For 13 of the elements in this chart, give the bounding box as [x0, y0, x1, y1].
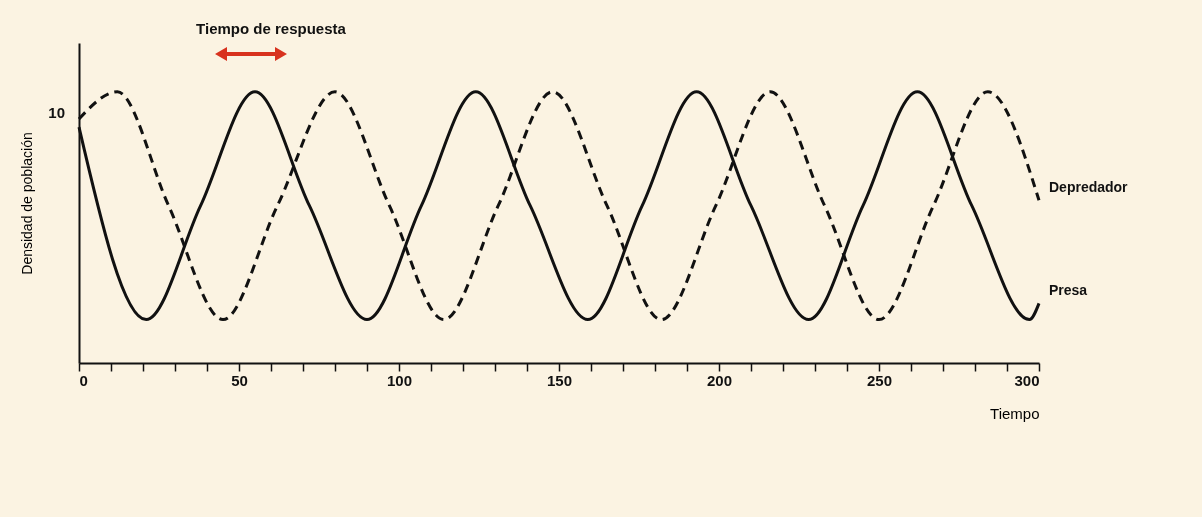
- x-tick-label: 0: [79, 371, 88, 389]
- x-tick-label: 150: [546, 371, 573, 389]
- series-label: Depredador: [1049, 179, 1129, 196]
- x-tick-label: 200: [706, 371, 733, 389]
- series-label: Presa: [1049, 282, 1088, 299]
- y-axis-title: Densidad de población: [18, 132, 35, 275]
- x-tick-label: 300: [1014, 371, 1040, 389]
- x-tick-label: 250: [866, 371, 893, 389]
- text: 10: [48, 104, 65, 122]
- text: Tiempo de respuesta: [196, 20, 347, 37]
- x-tick-label: 50: [231, 371, 248, 389]
- x-tick-label: 100: [386, 371, 413, 389]
- x-axis-title: Tiempo: [990, 404, 1040, 422]
